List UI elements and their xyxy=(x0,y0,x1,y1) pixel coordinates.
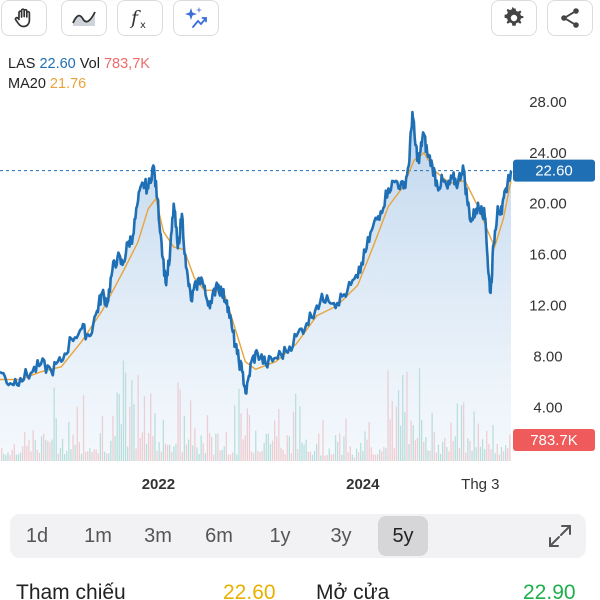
gear-icon xyxy=(504,6,524,26)
x-tick-label: 2022 xyxy=(142,476,175,493)
y-axis: 28.00 24.00 20.00 16.00 12.00 8.00 4.00 xyxy=(529,94,567,417)
open-label: Mở cửa xyxy=(316,581,390,600)
price-area-fill xyxy=(0,112,511,461)
y-tick-label: 8.00 xyxy=(533,349,562,366)
last-price-badge: 22.60 xyxy=(513,159,595,182)
svg-text:f: f xyxy=(129,7,141,29)
ma-label: MA20 xyxy=(8,76,46,92)
price-legend-row: LAS 22.60 Vol 783,7K xyxy=(8,54,150,74)
y-tick-label: 20.00 xyxy=(529,196,567,213)
volume-badge: 783.7K xyxy=(513,429,595,451)
vol-value: 783,7K xyxy=(103,56,150,72)
y-tick-label: 16.00 xyxy=(529,247,567,264)
hand-icon xyxy=(14,8,31,28)
range-3m[interactable]: 3m xyxy=(144,524,172,547)
svg-text:x: x xyxy=(140,20,146,31)
chart-legend: LAS 22.60 Vol 783,7K MA20 21.76 xyxy=(8,54,150,94)
symbol-label: LAS xyxy=(8,56,36,72)
chart-type-button[interactable] xyxy=(61,0,107,36)
area-chart-icon xyxy=(72,11,96,26)
y-tick-label: 28.00 xyxy=(529,94,567,111)
y-tick-label: 4.00 xyxy=(533,400,562,417)
last-price-label: 22.60 xyxy=(535,163,573,180)
range-selector: 1d 1m 3m 6m 1y 3y 5y xyxy=(10,514,586,558)
reference-label: Tham chiếu xyxy=(16,581,126,600)
volume-label: 783.7K xyxy=(530,432,578,449)
ma-value: 21.76 xyxy=(49,76,87,92)
reference-value: 22.60 xyxy=(223,581,276,600)
vol-label: Vol xyxy=(79,56,100,72)
function-icon: f x xyxy=(129,7,146,31)
y-tick-label: 24.00 xyxy=(529,145,567,162)
x-tick-label: Thg 3 xyxy=(461,476,499,493)
chart-toolbar: f x xyxy=(0,0,600,40)
indicator-button[interactable]: f x xyxy=(117,0,163,36)
range-5y[interactable]: 5y xyxy=(378,516,428,556)
ai-sparkle-icon xyxy=(185,7,207,28)
share-button[interactable] xyxy=(547,0,593,36)
ai-analysis-button[interactable] xyxy=(173,0,219,36)
range-6m[interactable]: 6m xyxy=(205,524,233,547)
price-value: 22.60 xyxy=(39,56,76,72)
y-tick-label: 12.00 xyxy=(529,298,567,315)
range-1d[interactable]: 1d xyxy=(25,524,49,547)
expand-icon[interactable] xyxy=(546,522,574,550)
hand-icon-button[interactable] xyxy=(1,0,47,36)
price-line xyxy=(0,110,513,395)
x-axis: 2022 2024 Thg 3 xyxy=(142,476,500,493)
range-1m[interactable]: 1m xyxy=(84,524,112,547)
range-3y[interactable]: 3y xyxy=(330,524,352,547)
ma-legend-row: MA20 21.76 xyxy=(8,74,150,94)
range-1y[interactable]: 1y xyxy=(269,524,291,547)
x-tick-label: 2024 xyxy=(346,476,380,493)
settings-button[interactable] xyxy=(491,0,537,36)
share-icon xyxy=(561,8,579,28)
open-value: 22.90 xyxy=(523,581,576,600)
